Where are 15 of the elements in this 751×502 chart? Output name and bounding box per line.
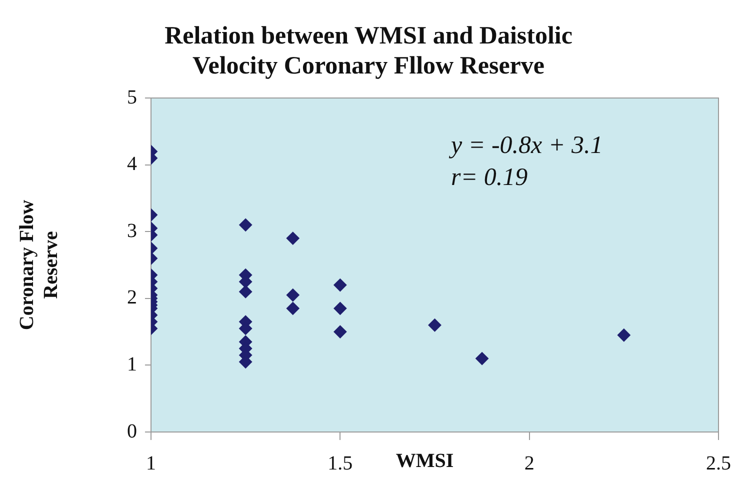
chart-title: Relation between WMSI and Daistolic Velocity Coronary Fllow Reserve	[164, 22, 572, 80]
y-tick-label: 1	[127, 353, 137, 376]
y-tick-label: 4	[127, 153, 137, 176]
y-tick-label: 2	[127, 286, 137, 309]
x-tick-label: 1	[146, 452, 156, 474]
x-tick-label: 1.5	[328, 452, 353, 474]
annotation: r= 0.19	[451, 164, 528, 191]
x-tick-label: 2.5	[706, 452, 731, 474]
y-axis-title: Coronary Flow Reserve	[16, 199, 62, 330]
x-tick-label: 2	[524, 452, 534, 474]
y-tick-label: 0	[127, 420, 137, 442]
x-axis-title: WMSI	[396, 450, 454, 472]
annotation: y = -0.8x + 3.1	[448, 132, 603, 159]
y-tick-label: 3	[127, 220, 137, 242]
y-tick-label: 5	[127, 86, 137, 108]
